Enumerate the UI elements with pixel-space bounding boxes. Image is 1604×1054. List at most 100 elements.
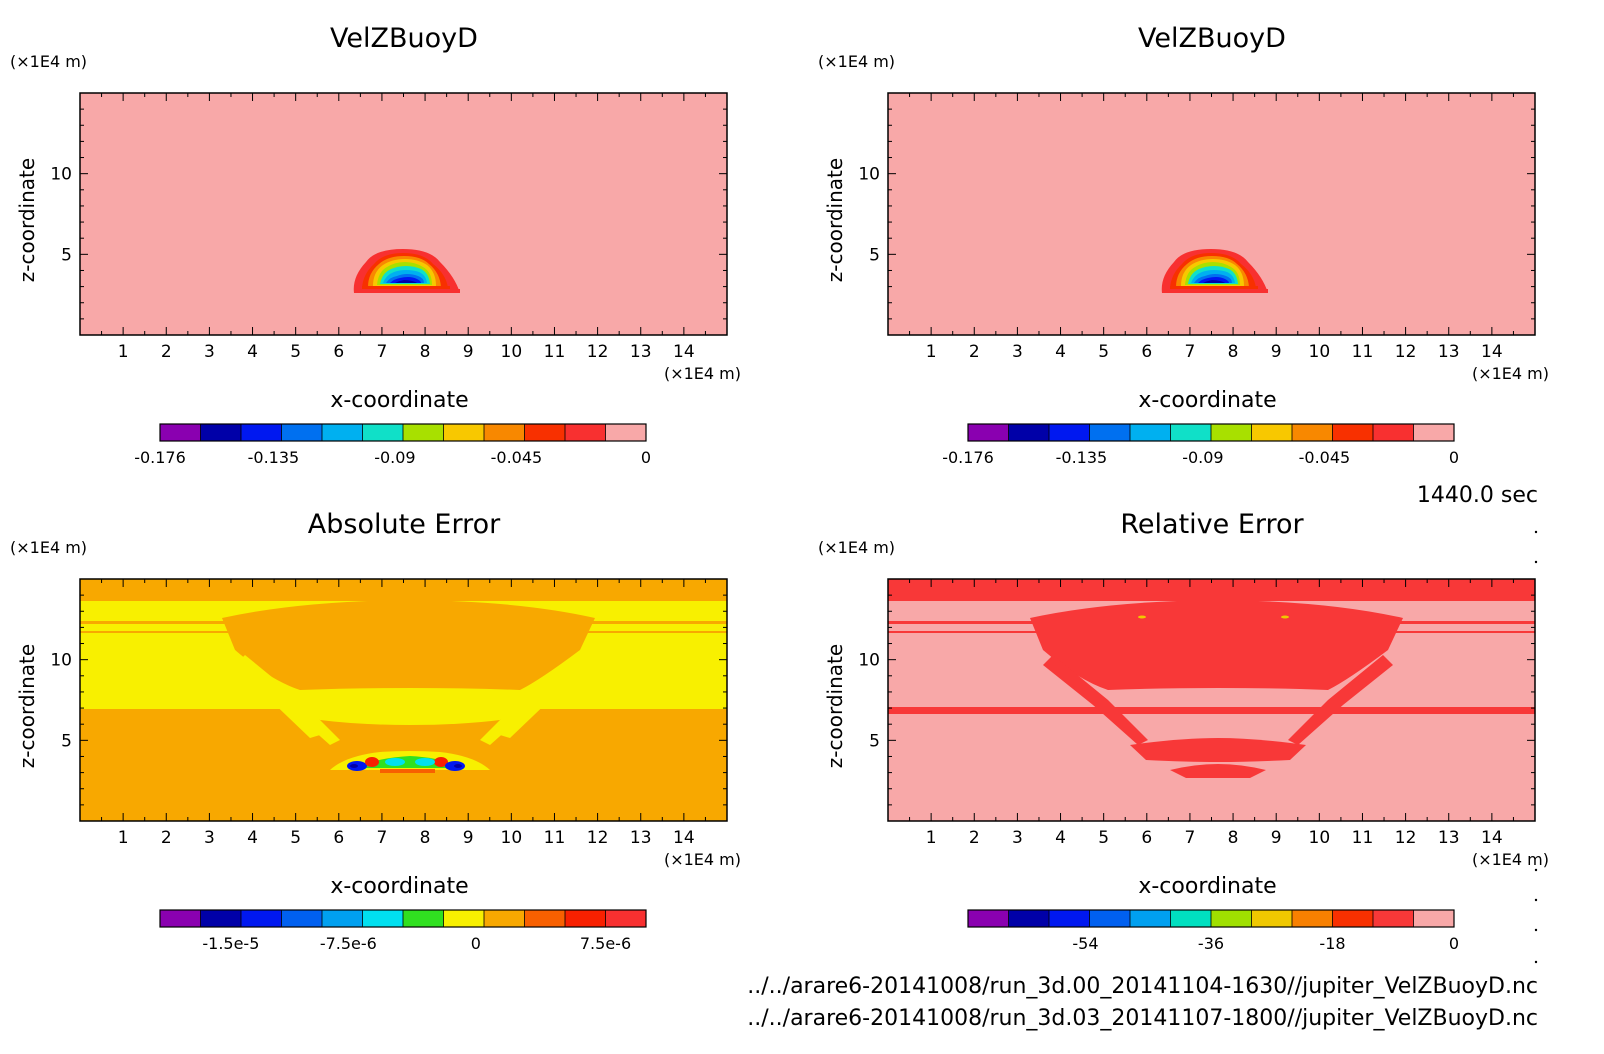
colorbar-swatch: [605, 424, 647, 441]
panel-3-xtick-label: 10: [1309, 828, 1331, 848]
panel-3-xtick-label: 1: [926, 828, 937, 848]
panel-0-xtick-label: 6: [333, 342, 344, 362]
panel-3-xtick-label: 6: [1141, 828, 1152, 848]
panel-0-xtick-label: 2: [161, 342, 172, 362]
panel-2-y-unit: (×1E4 m): [10, 538, 87, 557]
colorbar-swatch: [1130, 424, 1171, 441]
panel-2-colorbar-label: 0: [471, 934, 481, 953]
colorbar-swatch: [1049, 424, 1090, 441]
colorbar-swatch: [1211, 424, 1252, 441]
panel-1-xtick-label: 7: [1185, 342, 1196, 362]
panel-2-x-unit: (×1E4 m): [664, 850, 741, 869]
panel-3-fill: [888, 579, 1535, 821]
colorbar-swatch: [200, 424, 242, 441]
colorbar-swatch: [443, 910, 485, 927]
panel-2-title: Absolute Error: [308, 509, 501, 540]
panel-0-xtick-label: 3: [204, 342, 215, 362]
panel-1-xtick-label: 12: [1395, 342, 1417, 362]
panel-0-colorbar-label: -0.09: [374, 448, 415, 467]
colorbar-swatch: [443, 424, 485, 441]
panel-1-colorbar-label: -0.135: [1056, 448, 1108, 467]
colorbar-swatch: [1170, 424, 1212, 441]
panel-1-xtick-label: 9: [1271, 342, 1282, 362]
panel-3-ytick-label: 10: [858, 651, 880, 671]
panel-2-ytick-label: 10: [50, 651, 72, 671]
panel-1-xtick-label: 3: [1012, 342, 1023, 362]
panel-1-colorbar-label: -0.176: [942, 448, 994, 467]
panel-3-xtick-label: 3: [1012, 828, 1023, 848]
colorbar-swatch: [1008, 424, 1050, 441]
panel-2-xtick-label: 11: [544, 828, 566, 848]
panel-0-ticks: [79, 92, 728, 336]
colorbar-swatch: [524, 910, 566, 927]
panel-0-xlabel: x-coordinate: [330, 388, 468, 413]
panel-3-colorbar-label: -18: [1319, 934, 1345, 953]
panel-1-xtick-label: 14: [1481, 342, 1503, 362]
colorbar-swatch: [1251, 910, 1293, 927]
panel-2-colorbar-label: -1.5e-5: [202, 934, 259, 953]
panel-2-xtick-label: 12: [587, 828, 609, 848]
colorbar-swatch: [241, 910, 282, 927]
colorbar-swatch: [281, 424, 323, 441]
colorbar-swatch: [484, 424, 525, 441]
panel-2-colorbar-label: -7.5e-6: [320, 934, 377, 953]
panel-2-xtick-label: 6: [333, 828, 344, 848]
panel-3-xtick-label: 8: [1228, 828, 1239, 848]
colorbar-swatch: [200, 910, 242, 927]
panel-0-xtick-label: 7: [377, 342, 388, 362]
panel-3-x-unit: (×1E4 m): [1472, 850, 1549, 869]
panel-2-xtick-label: 4: [247, 828, 258, 848]
panel-1-bubble: [1161, 249, 1268, 293]
file-path-1: ../../arare6-20141008/run_3d.00_20141104…: [747, 974, 1538, 999]
panel-0-ytick-label: 5: [61, 245, 72, 265]
panel-2-xtick-label: 1: [118, 828, 129, 848]
panel-1-xtick-label: 1: [926, 342, 937, 362]
colorbar-swatch: [605, 910, 647, 927]
panel-0-ytick-label: 10: [50, 165, 72, 185]
colorbar-swatch: [1211, 910, 1252, 927]
panel-0-colorbar-label: -0.045: [491, 448, 543, 467]
panel-2-xtick-label: 13: [630, 828, 652, 848]
panel-2-ytick-label: 5: [61, 731, 72, 751]
panel-3-xtick-label: 14: [1481, 828, 1503, 848]
colorbar-swatch: [524, 424, 566, 441]
panel-3-colorbar-label: -36: [1198, 934, 1224, 953]
colorbar-swatch: [968, 910, 1009, 927]
colorbar-swatch: [403, 424, 444, 441]
file-path-2: ../../arare6-20141008/run_3d.03_20141107…: [747, 1006, 1538, 1031]
panel-0-xtick-label: 1: [118, 342, 129, 362]
colorbar-swatch: [322, 910, 363, 927]
colorbar-swatch: [241, 424, 282, 441]
colorbar-swatch: [1373, 910, 1414, 927]
panel-3-xtick-label: 7: [1185, 828, 1196, 848]
panel-2-xlabel: x-coordinate: [330, 874, 468, 899]
panel-0-xtick-label: 5: [290, 342, 301, 362]
panel-1-title: VelZBuoyD: [1138, 23, 1286, 54]
panel-2-xtick-label: 7: [377, 828, 388, 848]
panel-3-xtick-label: 5: [1098, 828, 1109, 848]
panel-3-xtick-label: 2: [969, 828, 980, 848]
colorbar-swatch: [1170, 910, 1212, 927]
panel-3-ytick-label: 5: [869, 731, 880, 751]
colorbar-swatch: [565, 910, 606, 927]
panel-1-x-unit: (×1E4 m): [1472, 364, 1549, 383]
panel-0-xtick-label: 13: [630, 342, 652, 362]
colorbar-swatch: [281, 910, 323, 927]
panel-1-xlabel: x-coordinate: [1138, 388, 1276, 413]
panel-1-xtick-label: 5: [1098, 342, 1109, 362]
panel-3-ylabel: z-coordinate: [823, 644, 847, 768]
panel-3-colorbar-label: 0: [1449, 934, 1459, 953]
panel-0-xtick-label: 4: [247, 342, 258, 362]
panel-3-xtick-label: 11: [1352, 828, 1374, 848]
colorbar-swatch: [160, 910, 201, 927]
colorbar-swatch: [362, 910, 404, 927]
colorbar-swatch: [1332, 910, 1374, 927]
panel-3-colorbar: [967, 909, 1455, 928]
time-label: 1440.0 sec: [1417, 483, 1538, 508]
colorbar-swatch: [1373, 424, 1414, 441]
colorbar-swatch: [1413, 910, 1455, 927]
colorbar-swatch: [322, 424, 363, 441]
panel-0-xtick-label: 14: [673, 342, 695, 362]
panel-0-x-unit: (×1E4 m): [664, 364, 741, 383]
